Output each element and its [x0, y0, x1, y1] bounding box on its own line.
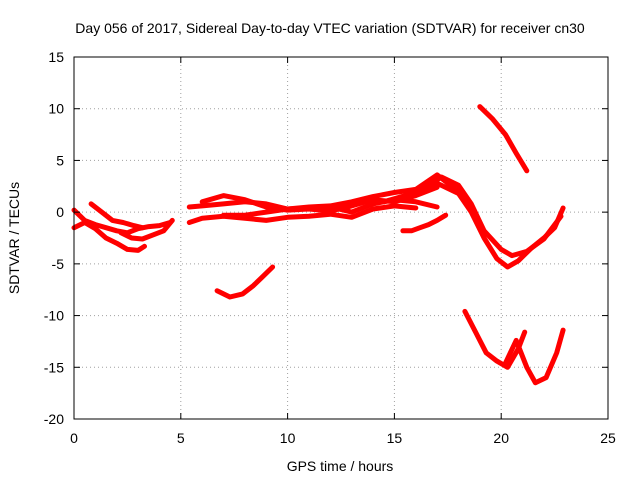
series-track-12 — [477, 104, 530, 174]
y-tick-label: -15 — [44, 359, 64, 375]
tick-layer: 0 5 10 15 20 25 15 10 5 0 -5 -10 -15 -20 — [44, 49, 616, 446]
grid-layer — [74, 57, 608, 419]
series-track-7 — [199, 184, 440, 214]
plot-frame — [73, 56, 609, 420]
y-tick-label: 0 — [56, 204, 64, 220]
series-layer — [71, 104, 566, 386]
y-tick-label: -5 — [52, 256, 65, 272]
y-tick-label: 10 — [48, 101, 64, 117]
series-track-6 — [186, 203, 419, 225]
y-axis-label: SDTVAR / TECUs — [6, 182, 22, 294]
series-track-3 — [88, 201, 145, 231]
x-tick-label: 20 — [493, 430, 509, 446]
x-tick-label: 25 — [600, 430, 616, 446]
x-tick-label: 0 — [70, 430, 78, 446]
chart-title: Day 056 of 2017, Sidereal Day-to-day VTE… — [75, 20, 585, 36]
x-tick-label: 10 — [280, 430, 296, 446]
series-track-8 — [221, 172, 461, 218]
y-tick-label: -10 — [44, 308, 64, 324]
x-tick-label: 15 — [387, 430, 403, 446]
x-tick-label: 5 — [177, 430, 185, 446]
x-axis-label: GPS time / hours — [287, 458, 394, 474]
series-track-2 — [71, 220, 147, 253]
y-tick-label: 5 — [56, 152, 64, 168]
y-tick-label: -20 — [44, 411, 64, 427]
series-track-4 — [118, 217, 175, 242]
series-track-11 — [413, 180, 566, 270]
series-track-15 — [503, 327, 566, 386]
series-track-13 — [214, 264, 276, 300]
series-track-9 — [400, 212, 449, 234]
y-tick-label: 15 — [48, 49, 64, 65]
